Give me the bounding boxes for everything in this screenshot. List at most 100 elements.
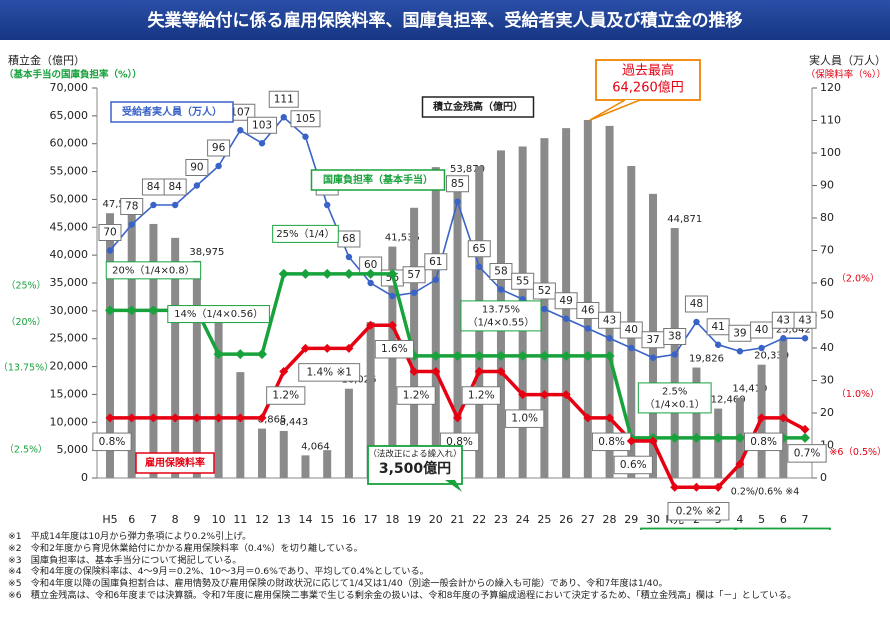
- point: [170, 413, 180, 423]
- point: [626, 436, 636, 446]
- point: [344, 343, 354, 353]
- y-tick-label: 20,000: [50, 360, 89, 373]
- point: [669, 432, 680, 443]
- bar: [279, 430, 288, 478]
- x-tick-label: 18: [385, 513, 399, 526]
- point-label-box: [290, 110, 321, 128]
- point: [105, 413, 115, 423]
- point: [106, 247, 114, 254]
- x-tick-label: 10: [212, 513, 226, 526]
- y-tick-label: 0: [81, 471, 88, 484]
- y-tick-label: 15,000: [50, 387, 89, 400]
- callout-text: （法改正による繰入れ）: [368, 449, 461, 460]
- point: [105, 305, 115, 316]
- point-label: 41: [711, 321, 724, 333]
- point-label-box: [424, 253, 448, 271]
- rate-label-box: [505, 409, 545, 428]
- point-label: 39: [733, 327, 746, 339]
- burden-label: 20%（1/4×0.8）: [112, 264, 195, 276]
- x-tick-label: 4: [736, 513, 743, 526]
- rate-label-box: [667, 502, 730, 521]
- legend-label: 国庫負担率（基本手当）: [323, 173, 433, 186]
- point: [517, 350, 528, 361]
- point-label-box: [554, 292, 578, 310]
- chart: 失業等給付に係る雇用保険料率、国庫負担率、受給者実人員及び積立金の推移 積立金（…: [0, 0, 890, 530]
- x-tick-label: 23: [494, 513, 508, 526]
- burden-label-box: [105, 261, 202, 280]
- note: ※3 国庫負担率は、基本手当分について掲記している。: [8, 554, 242, 566]
- point-label: 52: [538, 285, 551, 297]
- y-tick-label: 50,000: [50, 192, 89, 205]
- point-label-box: [163, 178, 187, 196]
- x-tick-label: 7: [150, 513, 157, 526]
- title-bar: [0, 0, 890, 40]
- point-label-box: [619, 321, 643, 339]
- point-label: 111: [274, 93, 294, 105]
- bar: [236, 372, 245, 478]
- note: ※2 令和2年度から育児休業給付にかかる雇用保険料率（0.4%）を切り離している…: [8, 542, 363, 554]
- point: [713, 482, 723, 492]
- point: [213, 349, 224, 360]
- burden-label-box: [637, 382, 712, 414]
- point: [324, 201, 331, 209]
- point: [496, 367, 506, 377]
- rate-label-box: [374, 339, 414, 359]
- point: [235, 349, 246, 360]
- point: [778, 413, 788, 423]
- bar: [431, 167, 440, 478]
- y-tick-label: 30,000: [50, 304, 89, 317]
- legend-box: [135, 452, 215, 474]
- y4-tick-label: （2.0%）: [836, 272, 879, 284]
- burden-label: （1/4×0.55）: [468, 316, 535, 328]
- bar: [258, 428, 267, 478]
- x-tick-label: 27: [581, 513, 595, 526]
- callout-text: 3,500億円: [379, 460, 451, 477]
- bar-value-label: 14,410: [732, 384, 767, 395]
- y2-tick-label: 40: [820, 341, 834, 354]
- rate-label-box: [743, 432, 784, 452]
- bar-value-label: 25,042: [776, 324, 811, 335]
- x-tick-label: 6: [780, 513, 787, 526]
- rate-label-box: [266, 386, 306, 405]
- callout-box: [640, 527, 736, 530]
- y4-tick-label: （1.0%）: [836, 388, 879, 400]
- callout-box: [595, 59, 701, 101]
- callout-pointer: [445, 480, 462, 492]
- point-label: 46: [581, 305, 595, 317]
- point: [300, 343, 310, 353]
- y3-tick-label: （13.75%）: [0, 361, 54, 373]
- legend-box: [110, 101, 234, 123]
- point-label: 40: [755, 324, 768, 336]
- x-tick-label: 15: [320, 513, 334, 526]
- bar: [583, 119, 592, 478]
- point: [387, 320, 397, 330]
- y-tick-label: 40,000: [50, 248, 89, 261]
- y2-tick-label: 80: [820, 211, 834, 224]
- point-label-box: [446, 175, 470, 193]
- burden-label: （1/4×0.1）: [645, 398, 705, 410]
- point: [648, 436, 658, 446]
- point: [148, 305, 159, 316]
- point-label-box: [489, 263, 513, 280]
- x-tick-label: 24: [516, 513, 530, 526]
- point: [214, 413, 224, 423]
- bar-value-label: 12,460: [711, 395, 746, 406]
- x-tick-label: 11: [233, 513, 247, 526]
- point: [148, 413, 158, 423]
- point: [604, 350, 615, 361]
- point-label-box: [247, 116, 278, 134]
- point: [800, 424, 810, 434]
- point: [541, 305, 548, 313]
- point: [582, 350, 593, 361]
- callout-box: [735, 527, 831, 530]
- x-tick-label: 19: [407, 513, 421, 526]
- x-tick-label: 21: [451, 513, 465, 526]
- legend-label: 受給者実人員（万人）: [122, 105, 222, 118]
- point: [474, 350, 485, 361]
- bar: [106, 213, 114, 478]
- point: [649, 354, 657, 361]
- bar-value-label: 53,870: [450, 164, 485, 175]
- point: [389, 292, 396, 300]
- bar: [127, 213, 136, 478]
